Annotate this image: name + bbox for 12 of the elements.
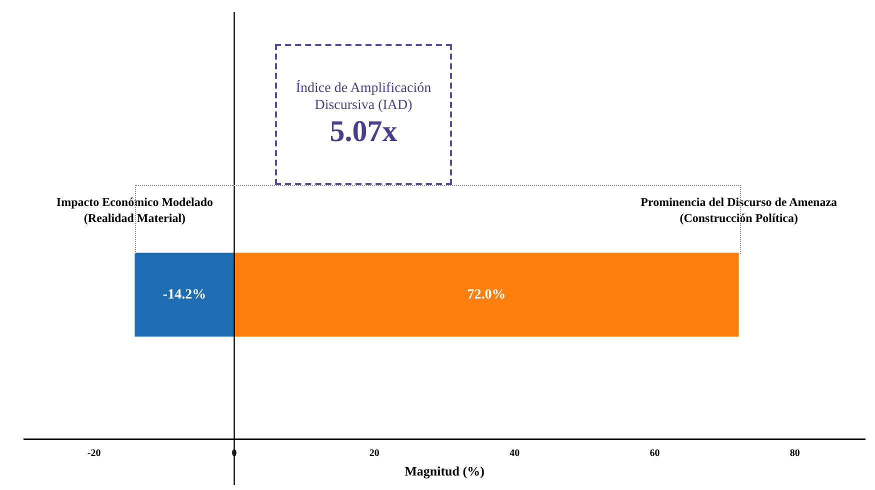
text: Impacto Económico Modelado (Realidad Material) [56,194,214,225]
x-tick-label: -20 [87,448,101,459]
data-label: -14.2% [162,287,206,302]
x-tick-label: 80 [790,448,800,459]
text: Índice de Amplificación Discursiva (IAD) [294,80,432,114]
x-tick-label: 60 [650,448,660,459]
text: Prominencia del Discurso de Amenaza (Construcción Política) [640,194,838,225]
x-tick-label: 40 [510,448,520,459]
x-axis-title: Magnitud (%) [404,464,484,479]
data-label: 72.0% [467,287,506,302]
x-tick-label: 20 [369,448,380,459]
text: 5.07x [328,114,398,150]
